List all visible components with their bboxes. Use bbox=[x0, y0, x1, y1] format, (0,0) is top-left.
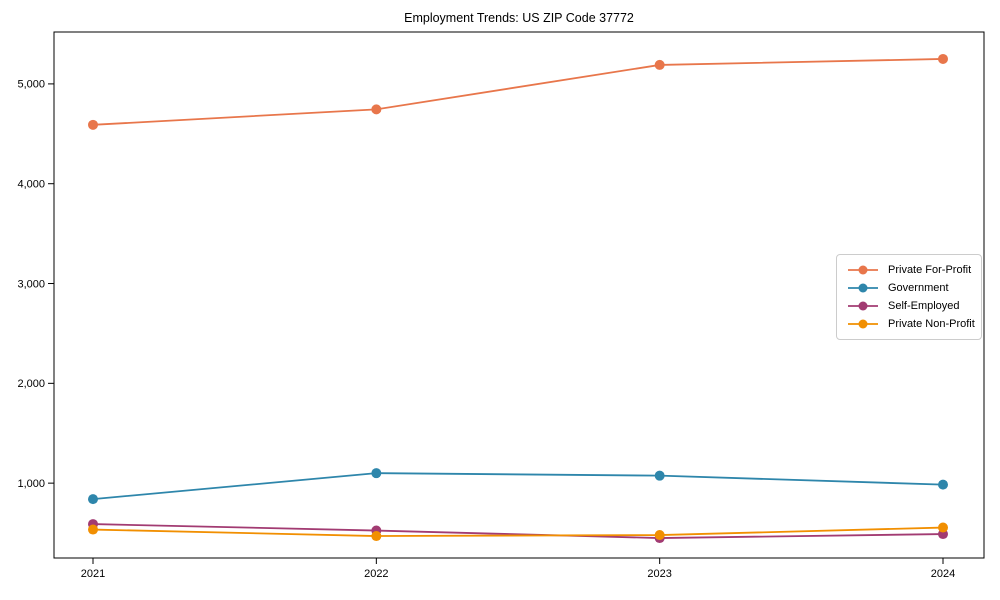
data-point-private-non-profit-2022 bbox=[371, 531, 382, 542]
x-tick-label: 2021 bbox=[81, 568, 105, 580]
plot-border bbox=[53, 31, 985, 559]
y-tick-label: 5,000 bbox=[17, 79, 45, 91]
data-point-private-for-profit-2022 bbox=[371, 104, 382, 115]
series-line-government bbox=[92, 472, 944, 501]
data-point-government-2022 bbox=[371, 468, 382, 479]
legend-line-marker-icon bbox=[848, 319, 878, 329]
data-point-government-2024 bbox=[938, 479, 948, 490]
legend-label: Government bbox=[888, 281, 949, 294]
legend-item-private-non-profit: Private Non-Profit bbox=[846, 316, 975, 333]
legend-line-marker-icon bbox=[848, 301, 878, 311]
data-point-government-2021 bbox=[88, 494, 98, 505]
legend: Private For-Profit Government Self-Emplo… bbox=[836, 254, 982, 340]
data-point-private-for-profit-2021 bbox=[88, 119, 98, 130]
y-tick-label: 1,000 bbox=[17, 478, 45, 490]
y-tick-label: 2,000 bbox=[17, 378, 45, 390]
x-tick-label: 2023 bbox=[647, 568, 671, 580]
chart-title: Employment Trends: US ZIP Code 37772 bbox=[404, 11, 634, 25]
data-point-private-for-profit-2023 bbox=[654, 59, 665, 70]
data-point-private-for-profit-2024 bbox=[938, 53, 948, 64]
series-line-private-non-profit bbox=[92, 526, 944, 537]
series-line-self-employed bbox=[92, 523, 944, 539]
legend-item-self-employed: Self-Employed bbox=[846, 298, 972, 315]
legend-label: Private Non-Profit bbox=[888, 318, 975, 331]
data-point-private-non-profit-2023 bbox=[654, 530, 665, 541]
legend-line-marker-icon bbox=[848, 265, 878, 274]
x-tick-label: 2024 bbox=[931, 568, 955, 580]
y-tick-label: 4,000 bbox=[17, 179, 45, 191]
legend-item-government: Government bbox=[846, 279, 972, 296]
series-line-private-for-profit bbox=[92, 58, 944, 126]
legend-item-private-for-profit: Private For-Profit bbox=[846, 261, 972, 278]
legend-label: Private For-Profit bbox=[888, 263, 972, 276]
data-point-private-non-profit-2021 bbox=[88, 524, 98, 535]
data-point-private-non-profit-2024 bbox=[938, 522, 948, 533]
y-tick-label: 3,000 bbox=[17, 278, 45, 290]
legend-line-marker-icon bbox=[848, 283, 878, 293]
data-point-government-2023 bbox=[654, 470, 665, 481]
x-tick-label: 2022 bbox=[364, 568, 388, 580]
legend-label: Self-Employed bbox=[888, 300, 960, 313]
